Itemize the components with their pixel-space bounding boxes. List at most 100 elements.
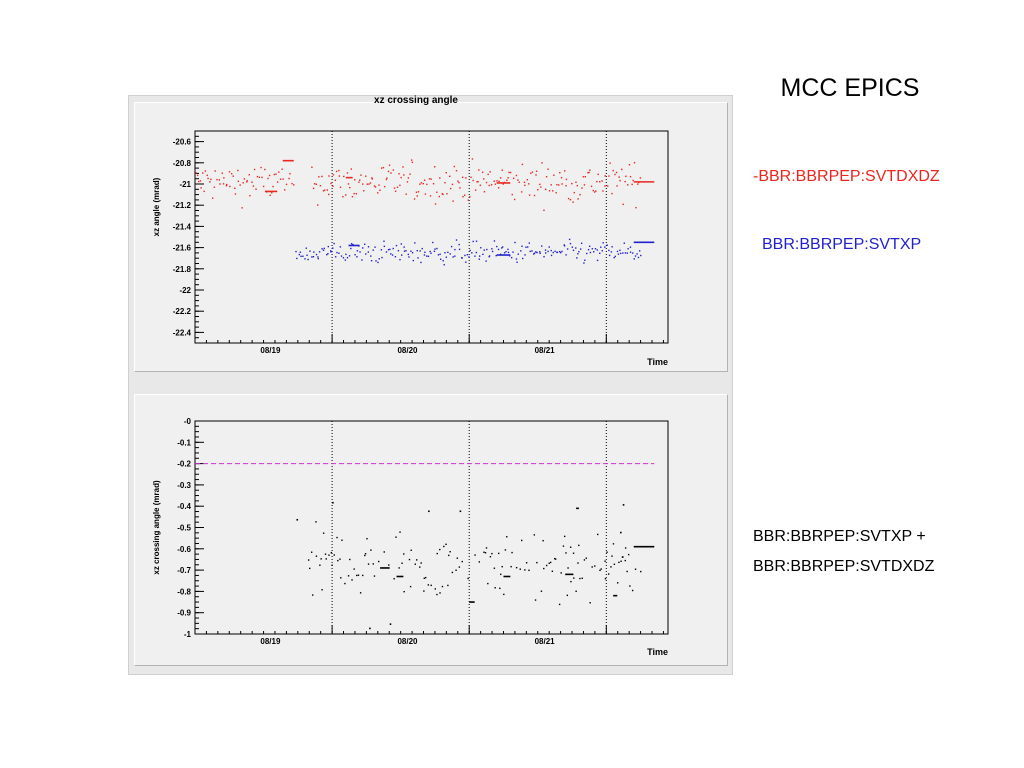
data-point xyxy=(363,243,366,245)
data-point xyxy=(628,164,631,166)
data-point xyxy=(587,248,590,251)
data-point xyxy=(481,171,484,174)
data-point xyxy=(223,177,225,179)
data-point xyxy=(389,248,391,251)
data-point xyxy=(443,545,445,548)
data-point xyxy=(576,184,578,187)
data-point xyxy=(447,251,449,254)
data-point xyxy=(317,204,319,206)
data-point xyxy=(624,547,627,549)
data-point xyxy=(436,593,438,596)
data-point xyxy=(602,190,604,192)
data-point xyxy=(387,170,390,173)
data-point xyxy=(560,176,563,179)
data-point xyxy=(417,257,419,259)
data-point xyxy=(330,182,332,185)
data-point xyxy=(394,256,397,258)
data-point xyxy=(328,554,330,556)
data-point xyxy=(482,253,484,256)
data-point xyxy=(478,258,480,260)
data-point xyxy=(619,249,621,251)
data-point xyxy=(533,252,536,254)
data-point xyxy=(569,546,572,548)
data-point xyxy=(637,183,639,185)
data-point xyxy=(631,589,634,592)
data-point xyxy=(309,567,311,570)
data-point xyxy=(401,254,403,256)
data-point xyxy=(502,183,504,185)
data-point xyxy=(539,252,541,255)
data-point xyxy=(626,252,629,254)
data-point xyxy=(279,178,282,180)
data-point xyxy=(261,176,263,179)
data-point xyxy=(461,176,464,178)
data-point xyxy=(559,171,561,174)
data-point xyxy=(504,549,507,551)
data-point xyxy=(588,171,590,174)
data-point xyxy=(597,173,599,176)
data-point xyxy=(388,164,391,166)
data-point xyxy=(503,252,506,254)
data-point xyxy=(472,179,474,182)
data-point xyxy=(213,186,216,188)
data-point xyxy=(606,244,608,246)
data-point xyxy=(571,246,574,248)
data-point xyxy=(467,577,469,580)
data-point xyxy=(561,183,563,185)
y-tick-label: -21.6 xyxy=(173,244,192,253)
data-point xyxy=(364,554,366,557)
data-point xyxy=(554,557,556,560)
data-point xyxy=(531,171,534,173)
slide-title: MCC EPICS xyxy=(780,74,920,102)
data-point xyxy=(406,181,409,183)
data-point xyxy=(489,556,492,558)
data-point xyxy=(577,198,579,200)
data-point xyxy=(579,248,582,250)
data-point xyxy=(298,253,301,256)
data-point xyxy=(569,242,572,245)
data-point xyxy=(614,255,617,258)
data-point xyxy=(638,250,641,252)
data-point xyxy=(565,552,567,554)
data-point xyxy=(563,535,566,538)
data-point xyxy=(430,178,432,180)
data-point xyxy=(519,568,521,570)
data-point xyxy=(616,250,619,253)
data-point xyxy=(362,183,364,185)
data-point xyxy=(458,248,461,251)
data-point xyxy=(612,169,614,172)
data-point xyxy=(237,180,240,183)
y-tick-label: -0.6 xyxy=(177,545,191,554)
data-point xyxy=(246,180,248,182)
data-point xyxy=(393,578,395,580)
y-tick-label: -0.1 xyxy=(177,438,191,447)
series-label-sum-line1: BBR:BBRPEP:SVTXP + xyxy=(753,528,926,545)
data-point xyxy=(423,254,426,256)
data-point xyxy=(503,593,505,596)
data-point xyxy=(548,190,551,192)
data-point xyxy=(429,195,432,197)
data-point xyxy=(640,254,642,257)
data-point xyxy=(633,258,635,260)
data-point xyxy=(484,552,487,554)
data-point xyxy=(552,251,554,254)
data-point xyxy=(594,565,596,567)
data-point xyxy=(359,251,361,253)
data-point xyxy=(350,168,352,170)
data-point xyxy=(403,590,405,593)
data-point xyxy=(493,180,495,182)
data-point xyxy=(445,171,447,174)
data-point xyxy=(478,255,481,257)
data-point xyxy=(339,246,342,248)
data-point xyxy=(606,551,608,553)
data-point xyxy=(596,259,599,262)
data-point xyxy=(629,175,632,178)
data-point xyxy=(483,178,485,180)
data-point xyxy=(413,198,416,200)
data-point xyxy=(462,195,464,198)
data-point xyxy=(550,184,552,186)
data-point xyxy=(350,242,353,245)
data-point xyxy=(604,175,606,177)
data-point xyxy=(367,246,370,248)
data-point xyxy=(378,258,380,260)
